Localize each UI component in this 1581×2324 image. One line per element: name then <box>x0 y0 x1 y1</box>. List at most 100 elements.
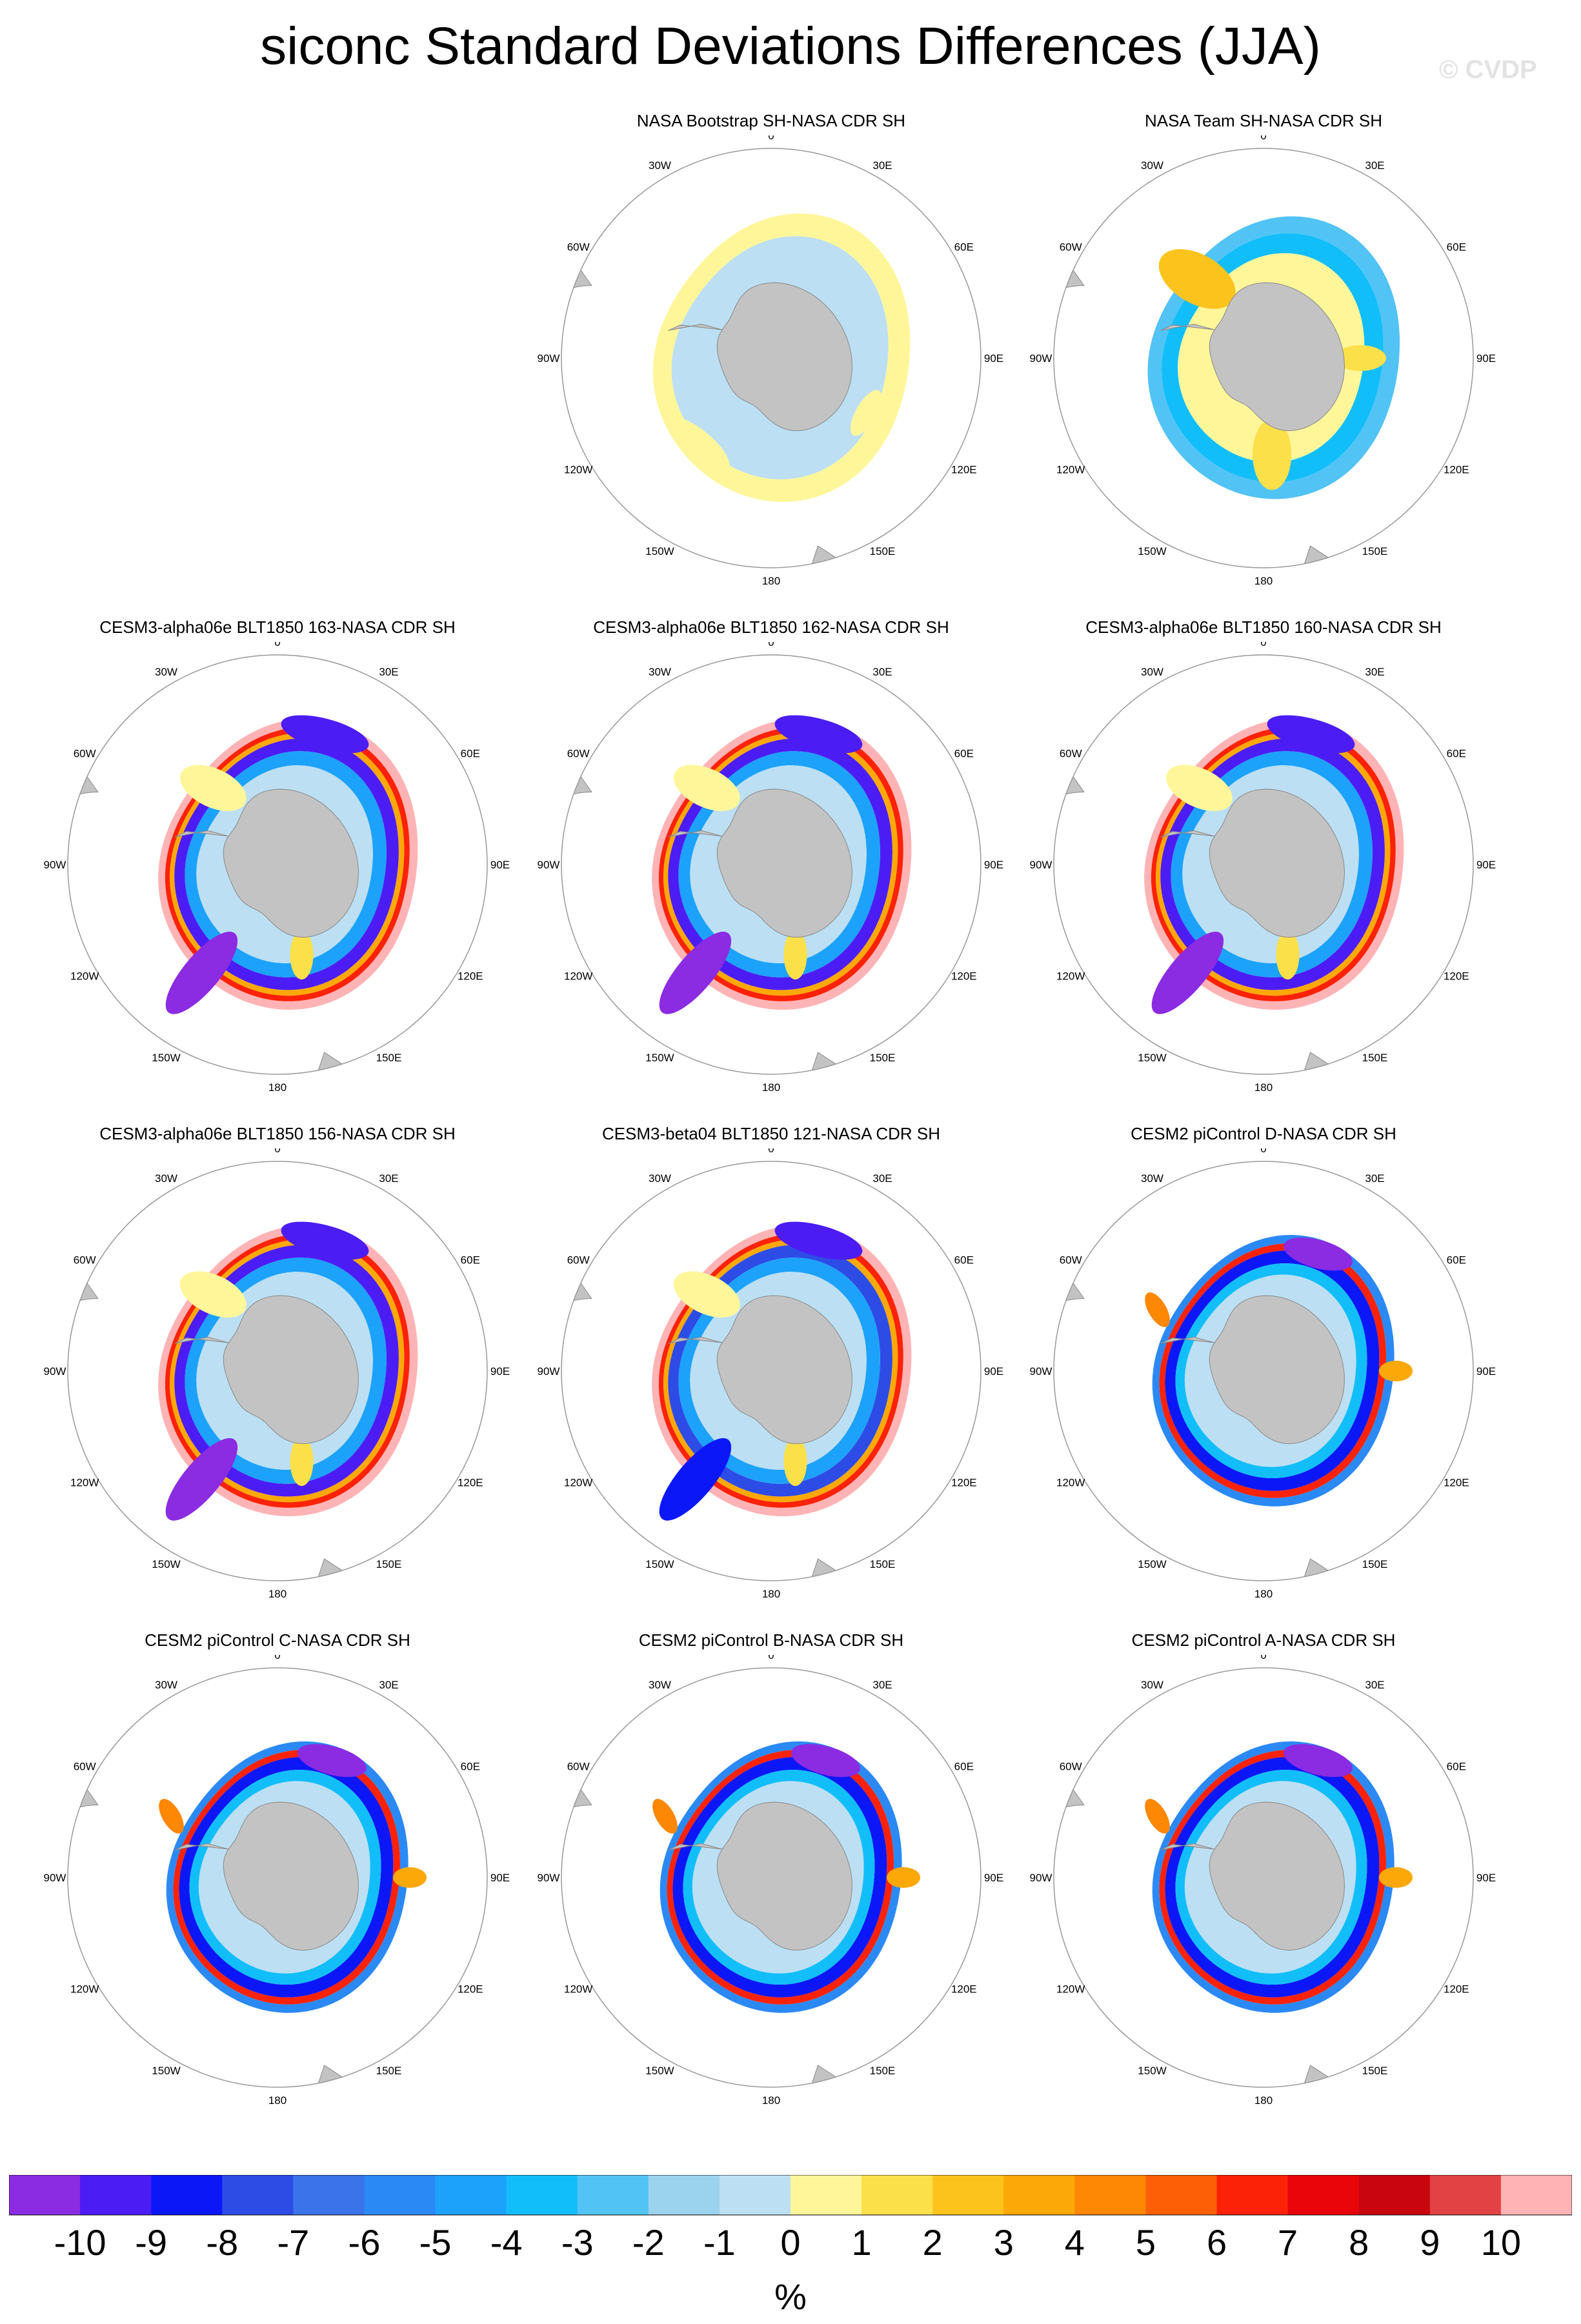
longitude-label: 90E <box>984 859 1003 871</box>
longitude-label: 150E <box>1362 2065 1388 2077</box>
antarctica-landmass <box>716 1295 852 1445</box>
longitude-label: 60W <box>1060 1254 1082 1267</box>
south-america-tip <box>1054 248 1085 299</box>
colorbar-box <box>648 2175 720 2215</box>
longitude-label: 120W <box>564 1477 592 1489</box>
longitude-label: 90W <box>1030 859 1052 871</box>
longitude-label: 90E <box>490 859 510 871</box>
longitude-label: 60W <box>567 1254 590 1267</box>
map-field <box>1054 715 1404 1074</box>
longitude-label: 90W <box>538 352 560 365</box>
colorbar-box <box>1287 2175 1360 2215</box>
antarctica-landmass <box>223 1295 359 1445</box>
colorbar-tick-label: 4 <box>1065 2222 1085 2263</box>
longitude-label: 60E <box>461 1761 480 1773</box>
colorbar-tick-label: -7 <box>277 2222 309 2263</box>
colorbar-box <box>1358 2175 1431 2215</box>
longitude-label: 90W <box>1030 352 1052 365</box>
new-zealand <box>808 1558 847 1581</box>
longitude-label: 90W <box>538 859 560 871</box>
colorbar-tick-label: 6 <box>1207 2222 1227 2263</box>
map-panel: CESM2 piControl D-NASA CDR SH 0 30E 60E 90E 1… <box>1018 1123 1509 1600</box>
map-panel: CESM3-alpha06e BLT1850 162-NASA CDR SH 0 3… <box>526 616 1016 1094</box>
map-panel: CESM2 piControl C-NASA CDR SH 0 30E 60E 90E 1… <box>32 1629 523 2107</box>
map-boundary <box>67 1161 488 1581</box>
longitude-label: 90E <box>984 1872 1003 1884</box>
longitude-label: 30W <box>649 159 671 172</box>
colorbar-unit-label: % <box>774 2276 807 2317</box>
map-panel: CESM3-alpha06e BLT1850 160-NASA CDR SH 0 3… <box>1018 616 1509 1094</box>
longitude-label: 120W <box>564 1983 592 1996</box>
colorbar-box <box>364 2175 436 2215</box>
longitude-label: 0 <box>768 135 774 142</box>
new-zealand <box>808 545 847 568</box>
colorbar-tick-label: -8 <box>206 2222 238 2263</box>
longitude-label: 90E <box>490 1872 510 1884</box>
longitude-label: 0 <box>274 1655 280 1661</box>
longitude-label: 0 <box>1260 1148 1266 1155</box>
antarctic-peninsula <box>668 830 722 837</box>
longitude-label: 30W <box>649 1679 671 1691</box>
map-field <box>1054 1741 1413 2087</box>
longitude-label: 120E <box>951 970 977 983</box>
new-zealand <box>314 1052 354 1074</box>
antarctic-peninsula <box>668 323 722 331</box>
colorbar-box <box>506 2175 578 2215</box>
longitude-label: 90E <box>984 352 1003 365</box>
longitude-label: 60E <box>1447 748 1466 760</box>
longitude-label: 150W <box>152 1052 180 1064</box>
longitude-label: 120E <box>1444 1983 1469 1996</box>
longitude-label: 60W <box>567 748 590 760</box>
longitude-label: 60E <box>954 748 974 760</box>
anomaly-band-negative <box>1184 1781 1356 1974</box>
longitude-label: 180 <box>268 1588 287 1600</box>
map-field <box>68 1221 418 1581</box>
panel-title: CESM2 piControl B-NASA CDR SH <box>638 1630 904 1650</box>
colorbar-tick-label: 10 <box>1481 2222 1521 2263</box>
longitude-label: 150E <box>870 1052 896 1064</box>
colorbar-box <box>1216 2175 1289 2215</box>
anomaly-patch-positive <box>1158 249 1236 309</box>
colorbar-box <box>293 2175 365 2215</box>
south-america-tip <box>561 754 592 805</box>
longitude-label: 30W <box>649 1172 671 1185</box>
longitude-label: 150W <box>1138 1052 1166 1064</box>
anomaly-band-negative <box>671 236 889 479</box>
colorbar-box <box>1429 2175 1502 2215</box>
anomaly-patch-positive <box>290 1437 314 1487</box>
longitude-label: 30E <box>379 1679 398 1691</box>
colorbar-box <box>861 2175 933 2215</box>
longitude-label: 30W <box>649 666 671 678</box>
panel-title: CESM3-alpha06e BLT1850 156-NASA CDR SH <box>99 1124 456 1143</box>
longitude-label: 30W <box>155 1679 177 1691</box>
map-field <box>1054 1235 1413 1581</box>
longitude-label: 150E <box>376 2065 402 2077</box>
colorbar-tick-label: 5 <box>1136 2222 1156 2263</box>
anomaly-patch-positive <box>1379 1867 1413 1888</box>
map-boundary <box>67 1667 488 2088</box>
antarctica-landmass <box>223 788 359 938</box>
map-panel: CESM3-beta04 BLT1850 121-NASA CDR SH 0 30E… <box>526 1123 1016 1600</box>
antarctica-landmass <box>1209 1801 1345 1951</box>
panel-title: CESM3-alpha06e BLT1850 163-NASA CDR SH <box>99 617 456 637</box>
colorbar-tick-label: 9 <box>1420 2222 1440 2263</box>
anomaly-patch-positive <box>887 1867 920 1888</box>
new-zealand <box>314 2065 354 2087</box>
longitude-label: 150W <box>1138 2065 1166 2077</box>
longitude-label: 90E <box>1476 1872 1496 1884</box>
colorbar-box <box>932 2175 1004 2215</box>
colorbar-tick-label: -4 <box>490 2222 523 2263</box>
anomaly-patch-positive <box>673 1271 740 1318</box>
map-panel: NASA Bootstrap SH-NASA CDR SH 0 30E 60E 90E 1… <box>526 110 1016 587</box>
antarctic-peninsula <box>174 1336 228 1344</box>
anomaly-band-negative <box>690 765 867 963</box>
anomaly-patch-negative <box>1284 1744 1353 1778</box>
new-zealand <box>808 1052 847 1074</box>
longitude-label: 60E <box>1447 1761 1466 1773</box>
longitude-label: 30W <box>1141 1679 1163 1691</box>
longitude-label: 0 <box>768 1148 774 1155</box>
map-field <box>68 1741 427 2087</box>
antarctic-peninsula <box>174 830 228 837</box>
antarctica-landmass <box>716 282 852 432</box>
longitude-label: 90W <box>538 1365 560 1377</box>
